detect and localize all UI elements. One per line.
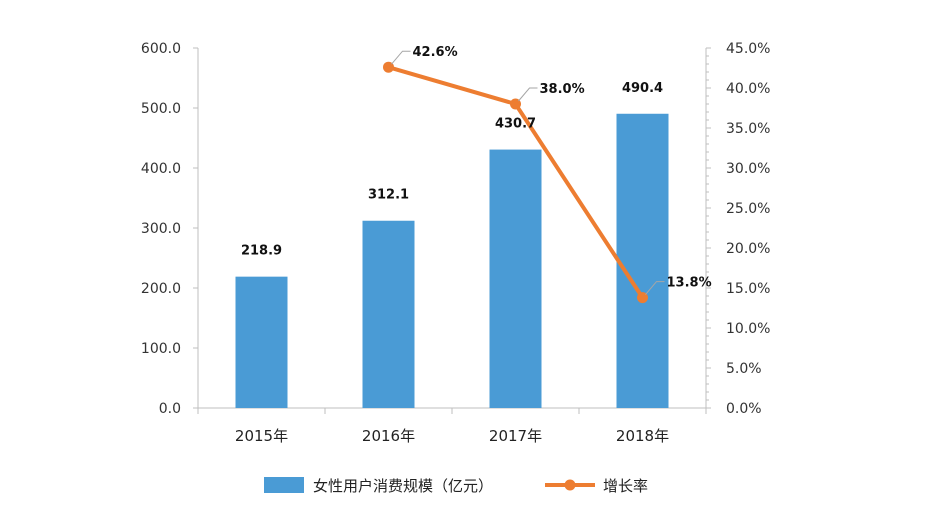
left-axis-tick-label: 100.0 xyxy=(141,341,181,357)
legend-bar-label: 女性用户消费规模（亿元） xyxy=(313,477,493,495)
x-axis-category-label: 2017年 xyxy=(489,427,542,445)
right-axis-tick-label: 45.0% xyxy=(726,41,770,57)
bar-value-label: 312.1 xyxy=(368,188,409,203)
growth-rate-leader-line xyxy=(518,87,538,102)
right-axis-tick-label: 25.0% xyxy=(726,201,770,217)
right-axis-tick-label: 30.0% xyxy=(726,161,770,177)
growth-rate-leader-line xyxy=(391,50,411,65)
x-axis-category-label: 2018年 xyxy=(616,427,669,445)
bar xyxy=(616,113,669,408)
bar xyxy=(235,276,288,408)
x-axis-category-label: 2015年 xyxy=(235,427,288,445)
growth-rate-value-label: 38.0% xyxy=(540,82,585,97)
right-axis-tick-label: 20.0% xyxy=(726,241,770,257)
bar-value-label: 218.9 xyxy=(241,244,282,259)
bar-value-label: 430.7 xyxy=(495,117,536,132)
left-axis-tick-label: 600.0 xyxy=(141,41,181,57)
growth-rate-value-label: 42.6% xyxy=(413,45,458,60)
x-axis-category-label: 2016年 xyxy=(362,427,415,445)
legend-line-marker xyxy=(564,479,576,491)
left-axis-tick-label: 400.0 xyxy=(141,161,181,177)
bar xyxy=(489,149,542,408)
growth-rate-leader-line xyxy=(645,281,665,295)
bar xyxy=(362,220,415,408)
left-axis-tick-label: 500.0 xyxy=(141,101,181,117)
bar-value-label: 490.4 xyxy=(622,81,663,96)
growth-rate-point xyxy=(383,61,394,73)
left-axis-tick-label: 0.0 xyxy=(159,401,181,417)
growth-rate-value-label: 13.8% xyxy=(667,276,712,291)
left-axis-tick-label: 200.0 xyxy=(141,281,181,297)
right-axis-tick-label: 35.0% xyxy=(726,121,770,137)
growth-rate-point xyxy=(510,98,521,110)
right-axis-tick-label: 10.0% xyxy=(726,321,770,337)
legend-bar-swatch xyxy=(264,477,304,493)
right-axis-tick-label: 5.0% xyxy=(726,361,762,377)
right-axis-tick-label: 40.0% xyxy=(726,81,770,97)
growth-rate-point xyxy=(637,292,648,304)
legend-line-label: 增长率 xyxy=(603,477,648,495)
right-axis-tick-label: 15.0% xyxy=(726,281,770,297)
right-axis-tick-label: 0.0% xyxy=(726,401,762,417)
left-axis-tick-label: 300.0 xyxy=(141,221,181,237)
